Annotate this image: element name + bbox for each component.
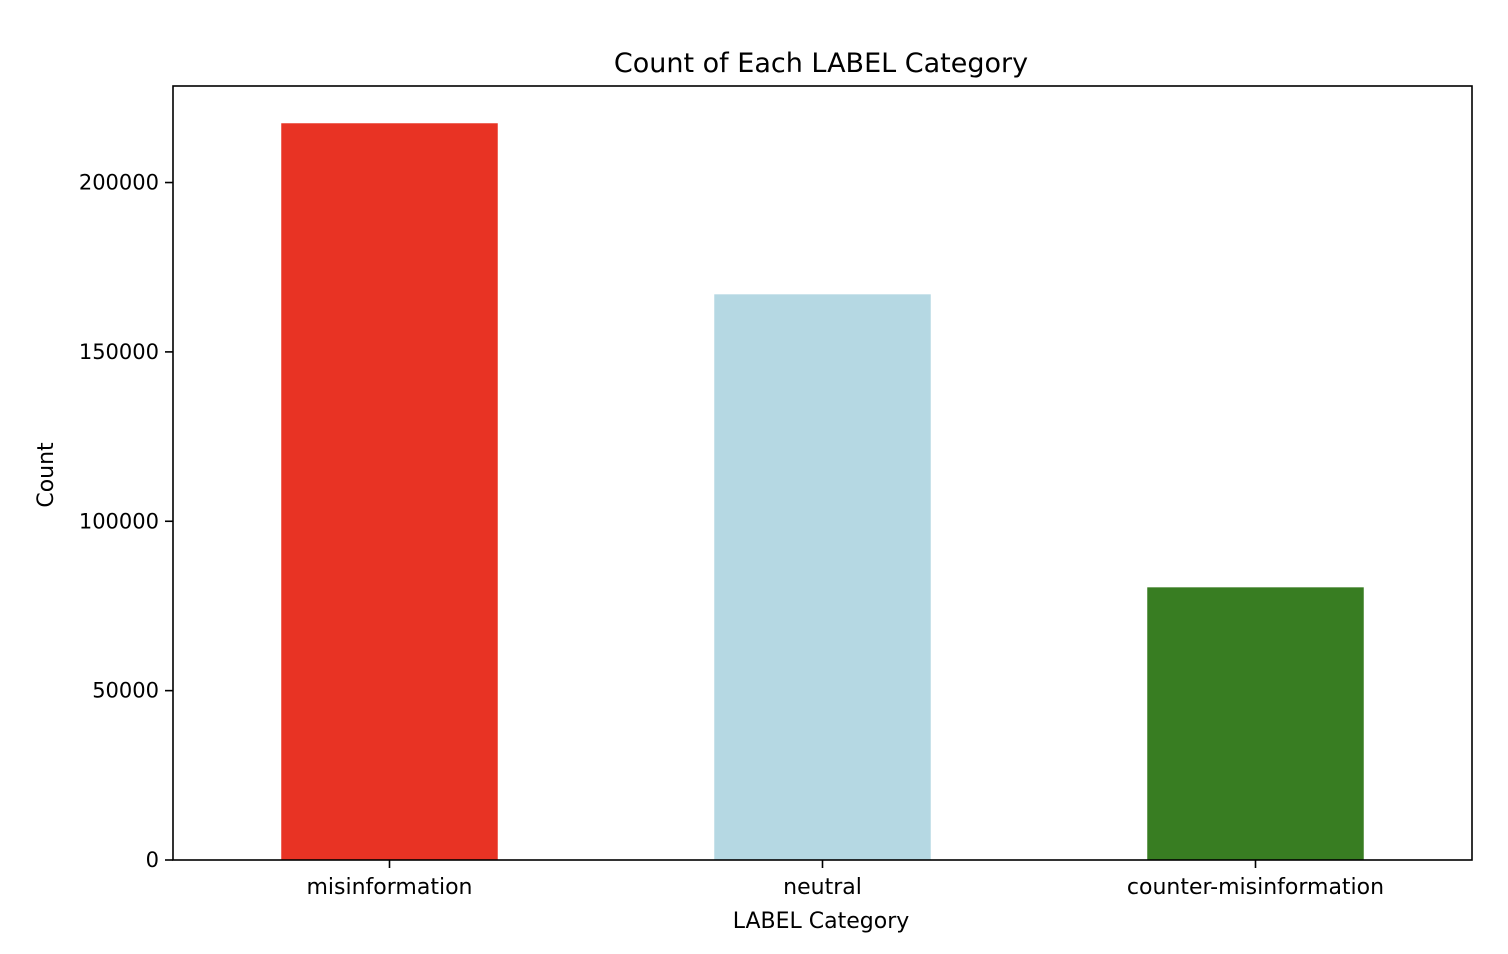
x-tick-label: neutral — [783, 875, 862, 900]
y-tick-label: 0 — [146, 848, 159, 872]
x-axis-label: LABEL Category — [733, 909, 910, 934]
plot-frame — [172, 85, 1473, 861]
bars — [281, 123, 1364, 861]
y-tick-label: 100000 — [79, 509, 159, 533]
y-axis-label: Count — [34, 442, 59, 508]
y-tick-label: 50000 — [92, 679, 159, 703]
chart-title: Count of Each LABEL Category — [614, 48, 1028, 79]
y-tick-label: 150000 — [79, 340, 159, 364]
bar-misinformation — [281, 123, 498, 861]
bar-counter-misinformation — [1147, 587, 1364, 860]
x-tick-label: misinformation — [307, 875, 473, 900]
bar-neutral — [714, 294, 931, 861]
y-tick-label: 200000 — [79, 171, 159, 195]
y-axis-ticks: 0 50000 100000 150000 200000 — [79, 171, 173, 872]
x-tick-label: counter-misinformation — [1127, 875, 1384, 900]
x-axis-ticks: misinformation neutral counter-misinformat… — [307, 860, 1384, 900]
